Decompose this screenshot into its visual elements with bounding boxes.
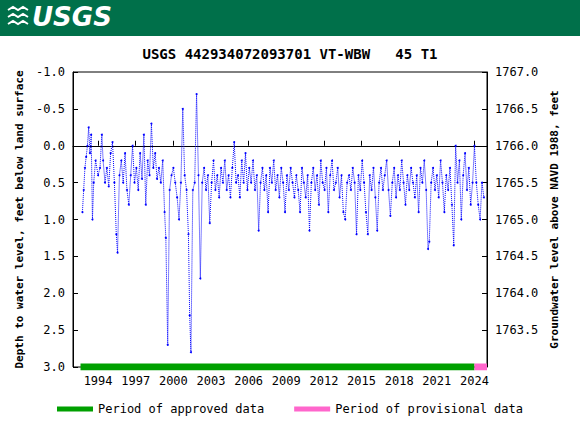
- svg-text:2015: 2015: [347, 374, 376, 388]
- svg-text:2006: 2006: [234, 374, 263, 388]
- svg-text:1.0: 1.0: [43, 213, 65, 227]
- svg-text:Period of provisional data: Period of provisional data: [335, 402, 523, 416]
- svg-text:Period of approved data: Period of approved data: [98, 402, 264, 416]
- svg-text:1766.5: 1766.5: [495, 102, 538, 116]
- svg-text:1764.5: 1764.5: [495, 249, 538, 263]
- svg-text:1765.5: 1765.5: [495, 176, 538, 190]
- svg-text:3.0: 3.0: [43, 360, 65, 374]
- svg-text:-0.5: -0.5: [36, 102, 65, 116]
- svg-text:2024: 2024: [460, 374, 489, 388]
- svg-text:1763.5: 1763.5: [495, 323, 538, 337]
- svg-text:1765.0: 1765.0: [495, 213, 538, 227]
- svg-text:-1.0: -1.0: [36, 65, 65, 79]
- svg-text:2009: 2009: [272, 374, 301, 388]
- svg-text:1767.0: 1767.0: [495, 65, 538, 79]
- svg-text:USGS 442934072093701 VT-WBW: USGS 442934072093701 VT-WBW 45 T1: [142, 46, 437, 62]
- svg-text:2.5: 2.5: [43, 323, 65, 337]
- svg-text:Groundwater level above NAVD 1: Groundwater level above NAVD 1988, feet: [548, 90, 561, 348]
- svg-text:2.0: 2.0: [43, 286, 65, 300]
- svg-text:USGS: USGS: [32, 2, 112, 32]
- svg-text:2018: 2018: [385, 374, 414, 388]
- svg-text:1994: 1994: [84, 374, 113, 388]
- svg-text:0.5: 0.5: [43, 176, 65, 190]
- svg-text:1764.0: 1764.0: [495, 286, 538, 300]
- svg-text:Depth to water level, feet bel: Depth to water level, feet below land su…: [13, 70, 26, 368]
- svg-text:1997: 1997: [121, 374, 150, 388]
- svg-text:2012: 2012: [309, 374, 338, 388]
- svg-text:2021: 2021: [422, 374, 451, 388]
- svg-text:2000: 2000: [159, 374, 188, 388]
- svg-text:1766.0: 1766.0: [495, 139, 538, 153]
- svg-text:1.5: 1.5: [43, 249, 65, 263]
- svg-text:0.0: 0.0: [43, 139, 65, 153]
- svg-text:2003: 2003: [197, 374, 226, 388]
